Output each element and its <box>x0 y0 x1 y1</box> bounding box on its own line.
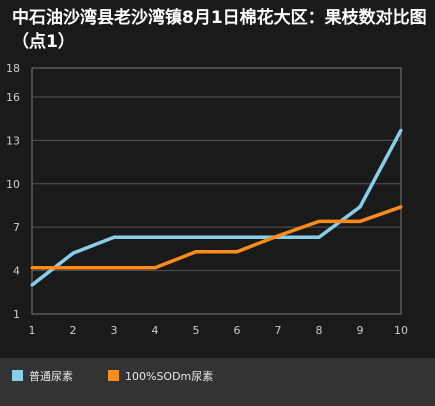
y-tick-label: 4 <box>13 265 20 278</box>
x-tick-label: 8 <box>316 324 323 337</box>
data-point-series-2 <box>399 205 403 209</box>
x-tick-label: 4 <box>152 324 159 337</box>
x-tick-label: 3 <box>111 324 118 337</box>
data-point-series-2 <box>358 219 362 223</box>
data-point-series-2 <box>30 266 34 270</box>
data-point-series-1 <box>399 128 403 132</box>
x-tick-label: 6 <box>234 324 241 337</box>
legend-swatch-series-1 <box>12 370 23 381</box>
y-tick-label: 13 <box>6 134 20 147</box>
legend-item-series-1: 普通尿素 <box>12 370 73 384</box>
x-tick-label: 2 <box>70 324 77 337</box>
data-point-series-1 <box>194 235 198 239</box>
y-tick-label: 7 <box>13 221 20 234</box>
legend-label-series-1: 普通尿素 <box>29 370 73 383</box>
y-tick-label: 10 <box>6 178 20 191</box>
plot-background <box>31 67 402 315</box>
y-tick-label: 18 <box>6 62 20 75</box>
data-point-series-2 <box>71 266 75 270</box>
data-point-series-2 <box>276 234 280 238</box>
data-point-series-2 <box>194 250 198 254</box>
x-tick-label: 10 <box>394 324 408 337</box>
line-chart: 1 4 7 10 13 16 18 1 2 3 4 5 6 7 8 9 10 <box>6 62 408 337</box>
data-point-series-2 <box>235 250 239 254</box>
x-tick-label: 9 <box>357 324 364 337</box>
data-point-series-1 <box>71 251 75 255</box>
x-tick-label: 5 <box>193 324 200 337</box>
y-tick-label: 16 <box>6 91 20 104</box>
x-tick-label: 7 <box>275 324 282 337</box>
x-tick-label: 1 <box>29 324 36 337</box>
series-line-2 <box>32 205 402 270</box>
data-point-series-1 <box>30 283 34 287</box>
legend <box>0 358 435 406</box>
data-point-series-1 <box>235 235 239 239</box>
data-point-series-1 <box>317 235 321 239</box>
data-point-series-2 <box>317 219 321 223</box>
y-tick-label: 1 <box>13 308 20 321</box>
legend-label-series-2: 100%SODm尿素 <box>125 370 214 383</box>
data-point-series-1 <box>358 205 362 209</box>
legend-item-series-2: 100%SODm尿素 <box>108 370 213 384</box>
data-point-series-1 <box>153 235 157 239</box>
data-point-series-2 <box>153 266 157 270</box>
chart-title: 中石油沙湾县老沙湾镇8月1日棉花大区：果枝数对比图（点1） <box>12 8 427 52</box>
data-point-series-1 <box>112 235 116 239</box>
data-point-series-2 <box>112 266 116 270</box>
legend-swatch-series-2 <box>108 370 119 381</box>
